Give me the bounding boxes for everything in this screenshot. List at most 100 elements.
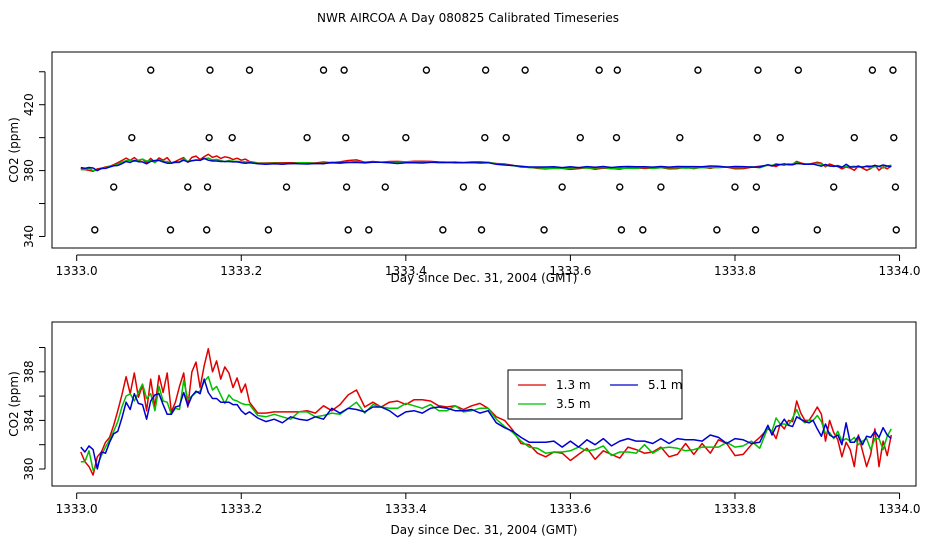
series-line-5-1-m [80,378,892,470]
flag-point [892,226,900,234]
y-tick-label: 340 [22,225,36,248]
flag-point [340,66,348,74]
x-tick-label: 1333.2 [220,502,262,516]
y-tick-label: 380 [22,458,36,481]
x-tick-label: 1333.8 [714,264,756,278]
flag-point [891,183,900,191]
series-line-3-5-m [80,375,892,471]
flag-point [202,226,211,234]
flag-point [612,133,621,142]
flag-point [381,183,389,191]
x-tick-label: 1333.6 [549,502,591,516]
flag-point [365,226,373,234]
y-axis-bottom: 380 384 388 [22,347,46,481]
flag-point [776,133,784,142]
flag-point [613,66,622,74]
flag-point [754,66,762,74]
x-tick-label: 1334.0 [879,264,921,278]
x-tick-label: 1333.6 [549,264,591,278]
flag-point [402,133,410,142]
y-axis-top: 340 380 420 [22,71,46,248]
y-axis-label-bottom: CO2 (ppm) [7,371,21,437]
flag-point [459,183,468,191]
flag-point [477,226,486,234]
flag-point [481,66,490,74]
flag-point [540,226,548,234]
flag-point [422,66,431,74]
flag-point [319,66,328,74]
flag-point [342,133,350,142]
legend-label-3-5m: 3.5 m [556,397,591,411]
plot-frame-bottom [51,321,917,487]
x-tick-label: 1333.8 [714,502,756,516]
flag-point [694,66,702,74]
plot-frame-top [51,51,917,249]
x-axis-bottom: 1333.0 1333.2 1333.4 1333.6 1333.8 1334.0 [56,492,921,516]
flag-point [617,226,626,234]
flag-points-layer [91,66,900,234]
x-tick-label: 1334.0 [879,502,921,516]
flag-point [264,226,273,234]
flag-point [245,66,254,74]
flag-point [657,183,665,191]
flag-point [203,183,212,191]
flag-point [521,66,529,74]
legend-box [507,369,683,420]
flag-point [481,133,489,142]
x-tick-label: 1333.2 [220,264,262,278]
series-layer-bottom [80,347,893,476]
flag-point [205,133,213,142]
flag-point [616,183,624,191]
figure-title: NWR AIRCOA A Day 080825 Calibrated Times… [317,11,619,25]
flag-point [147,66,155,74]
flag-point [128,133,136,142]
chart-bottom: 1333.0 1333.2 1333.4 1333.6 1333.8 1334.0 380… [7,321,921,537]
flag-point [751,226,760,234]
series-line-5-1-m [80,157,892,172]
flag-point [342,183,351,191]
y-tick-label: 380 [22,159,36,182]
flag-point [868,66,877,74]
flag-point [166,226,175,234]
x-axis-label-bottom: Day since Dec. 31, 2004 (GMT) [391,523,578,537]
flag-point [478,183,487,191]
x-axis-label-top: Day since Dec. 31, 2004 (GMT) [391,271,578,285]
flag-point [813,226,821,234]
flag-point [676,133,684,142]
flag-point [889,66,897,74]
x-tick-label: 1333.4 [385,502,427,516]
legend-label-5-1m: 5.1 m [648,378,683,392]
x-axis-top: 1333.0 1333.2 1333.4 1333.6 1333.8 1334.0 [56,254,921,278]
x-tick-label: 1333.0 [56,264,98,278]
flag-point [576,133,584,142]
flag-point [753,133,761,142]
chart-top: 1333.0 1333.2 1333.4 1333.6 1333.8 1334.0 340… [7,51,921,285]
flag-point [830,183,838,191]
flag-point [713,226,721,234]
y-tick-label: 420 [22,93,36,116]
y-tick-label: 388 [22,360,36,383]
series-line-1-3-m [80,347,893,476]
flag-point [439,226,447,234]
flag-point [91,226,99,234]
flag-point [282,183,291,191]
flag-point [206,66,214,74]
flag-point [595,66,603,74]
flag-point [558,183,566,191]
y-axis-label-top: CO2 (ppm) [7,117,21,183]
flag-point [890,133,898,142]
flag-point [502,133,510,142]
y-tick-label: 384 [22,409,36,432]
legend: 1.3 m 3.5 m 5.1 m [507,369,683,420]
flag-point [794,66,803,74]
flag-point [639,226,647,234]
x-tick-label: 1333.4 [385,264,427,278]
flag-point [184,183,192,191]
series-layer-top [80,153,892,173]
flag-point [752,183,761,191]
legend-label-1-3m: 1.3 m [556,378,591,392]
x-tick-label: 1333.0 [56,502,98,516]
flag-point [344,226,352,234]
flag-point [850,133,858,142]
